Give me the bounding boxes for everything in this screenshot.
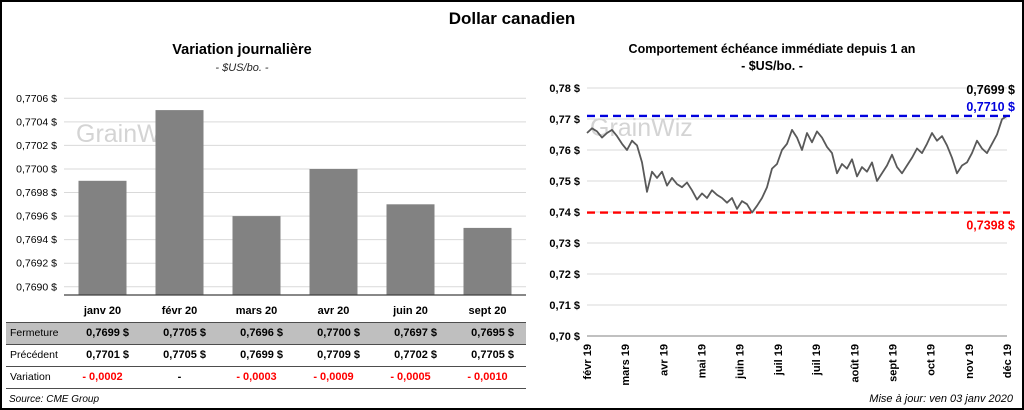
table-row: Fermeture 0,7699 $ 0,7705 $ 0,7696 $ 0,7700 … xyxy=(6,322,526,344)
value-cell: 0,7695 $ xyxy=(471,327,514,339)
x-axis-tick-label: déc 19 xyxy=(1002,344,1014,378)
value-cell: 0,7699 $ xyxy=(240,349,283,361)
bar-févr-20 xyxy=(155,110,204,295)
month-header: sept 20 xyxy=(468,304,507,317)
x-axis-tick-label: févr 19 xyxy=(582,344,594,379)
value-cell: 0,7705 $ xyxy=(163,349,206,361)
x-axis-tick-label: nov 19 xyxy=(964,344,976,379)
x-axis-tick-label: août 19 xyxy=(849,344,861,383)
value-cell: - 0,0010 xyxy=(467,371,508,383)
value-cell: 0,7702 $ xyxy=(394,349,437,361)
page-title: Dollar canadien xyxy=(448,9,576,28)
y-axis-tick-label: 0,7690 $ xyxy=(16,281,57,293)
y-axis-tick-label: 0,7694 $ xyxy=(16,234,57,246)
y-axis-tick-label: 0,77 $ xyxy=(549,114,580,126)
bar-mars-20 xyxy=(232,216,281,295)
y-axis-tick-label: 0,7700 $ xyxy=(16,163,57,175)
x-axis-tick-label: avr 19 xyxy=(658,344,670,376)
price-line xyxy=(586,115,1008,214)
y-axis-tick-label: 0,78 $ xyxy=(549,83,580,95)
right-chart-subtitle: - $US/bo. - xyxy=(741,59,803,73)
table-row: Précédent 0,7701 $ 0,7705 $ 0,7699 $ 0,7709 … xyxy=(6,344,526,366)
y-axis-tick-label: 0,71 $ xyxy=(549,300,580,312)
value-cell: 0,7709 $ xyxy=(317,349,360,361)
x-axis-tick-label: juil 19 xyxy=(773,344,785,376)
update-note: Mise à jour: ven 03 janv 2020 xyxy=(869,393,1013,405)
y-axis-tick-label: 0,73 $ xyxy=(549,238,580,250)
table-corner xyxy=(6,300,64,322)
y-axis-tick-label: 0,7698 $ xyxy=(16,187,57,199)
bar-avr-20 xyxy=(309,169,358,295)
value-cell: 0,7697 $ xyxy=(394,327,437,339)
month-header: avr 20 xyxy=(317,304,350,317)
last-value-label: 0,7699 $ xyxy=(966,83,1015,97)
x-axis-tick-label: juin 19 xyxy=(735,344,747,380)
x-axis-tick-label: oct 19 xyxy=(926,344,938,376)
row-label: Fermeture xyxy=(10,327,59,339)
y-axis-tick-label: 0,7704 $ xyxy=(16,116,57,128)
left-chart-title: Variation journalière xyxy=(172,42,312,58)
high-value-label: 0,7710 $ xyxy=(966,100,1015,114)
daily-variation-bar-chart: 0,7690 $ 0,7692 $ 0,7694 $ 0,7696 $ 0,7698 $… xyxy=(16,93,526,296)
right-chart-title: Comportement échéance immédiate depuis 1… xyxy=(628,42,916,56)
value-cell: 0,7696 $ xyxy=(240,327,283,339)
one-year-line-chart: 0,70 $ 0,71 $ 0,72 $ 0,73 $ 0,74 $ 0,75 $ 0,76… xyxy=(549,83,1015,386)
price-table: janv 20 févr 20 mars 20 avr 20 juin 20 sept 2… xyxy=(6,300,526,389)
y-axis-tick-label: 0,70 $ xyxy=(549,331,580,343)
bar-juin-20 xyxy=(386,204,435,295)
y-axis-tick-label: 0,7702 $ xyxy=(16,140,57,152)
bar-sept-20 xyxy=(463,227,512,295)
value-cell: 0,7705 $ xyxy=(163,327,206,339)
grainwiz-watermark: GrainWiz xyxy=(590,114,693,142)
value-cell: - 0,0009 xyxy=(313,371,354,383)
source-note: Source: CME Group xyxy=(9,394,100,405)
y-axis-tick-label: 0,74 $ xyxy=(549,207,580,219)
value-cell: 0,7701 $ xyxy=(86,349,129,361)
x-axis-tick-label: mai 19 xyxy=(697,344,709,378)
x-axis-tick-label: juil 19 xyxy=(811,344,823,376)
low-value-label: 0,7398 $ xyxy=(966,219,1015,233)
y-axis-tick-label: 0,7692 $ xyxy=(16,258,57,270)
month-header: janv 20 xyxy=(83,304,122,317)
month-header: juin 20 xyxy=(393,304,428,317)
row-label: Précédent xyxy=(10,349,58,361)
x-axis-tick-label: mars 19 xyxy=(620,344,632,386)
value-cell: 0,7705 $ xyxy=(471,349,514,361)
month-header: févr 20 xyxy=(161,304,198,317)
x-axis-tick-label: sept 19 xyxy=(888,344,900,382)
table-body: Fermeture 0,7699 $ 0,7705 $ 0,7696 $ 0,7700 … xyxy=(6,322,526,388)
left-chart-subtitle: - $US/bo. - xyxy=(215,62,269,74)
row-label: Variation xyxy=(10,371,51,383)
value-cell: - 0,0002 xyxy=(82,371,123,383)
value-cell: - xyxy=(177,371,182,383)
value-cell: - 0,0003 xyxy=(236,371,277,383)
value-cell: 0,7699 $ xyxy=(86,327,129,339)
table-row: Variation - 0,0002 - - 0,0003 - 0,0009 - 0,00… xyxy=(6,366,526,388)
y-axis-tick-label: 0,76 $ xyxy=(549,145,580,157)
y-axis-tick-label: 0,75 $ xyxy=(549,176,580,188)
value-cell: 0,7700 $ xyxy=(317,327,360,339)
y-axis-tick-label: 0,7706 $ xyxy=(16,93,57,105)
y-axis-tick-label: 0,7696 $ xyxy=(16,211,57,223)
y-axis-tick-label: 0,72 $ xyxy=(549,269,580,281)
value-cell: - 0,0005 xyxy=(390,371,431,383)
month-header: mars 20 xyxy=(235,304,278,317)
table-header-row: janv 20 févr 20 mars 20 avr 20 juin 20 sept 2… xyxy=(6,300,526,322)
bar-janv-20 xyxy=(78,180,127,295)
